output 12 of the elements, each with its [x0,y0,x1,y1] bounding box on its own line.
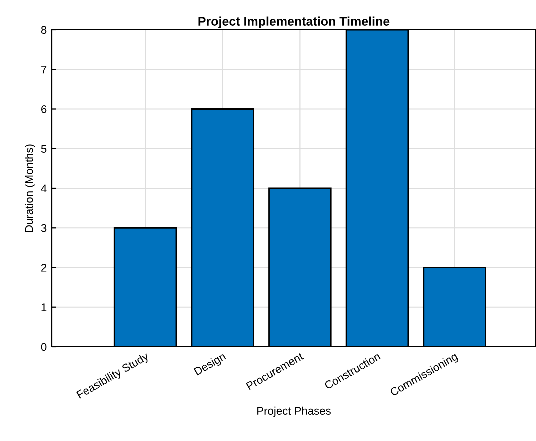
y-tick-label: 2 [42,264,47,272]
y-tick-label: 1 [42,304,47,312]
y-tick-label: 4 [41,184,47,193]
y-axis-title: Duration (Months) [25,144,36,232]
y-tick-label: 6 [42,106,47,114]
y-tick-label: 5 [41,145,47,154]
y-tick-label: 7 [42,66,47,74]
y-tick-label: 3 [41,224,47,232]
chart-title: Project Implementation Timeline [198,16,390,28]
y-tick-label: 0 [41,343,47,352]
x-axis-title: Project Phases [258,406,331,418]
y-tick-label: 8 [41,26,47,34]
